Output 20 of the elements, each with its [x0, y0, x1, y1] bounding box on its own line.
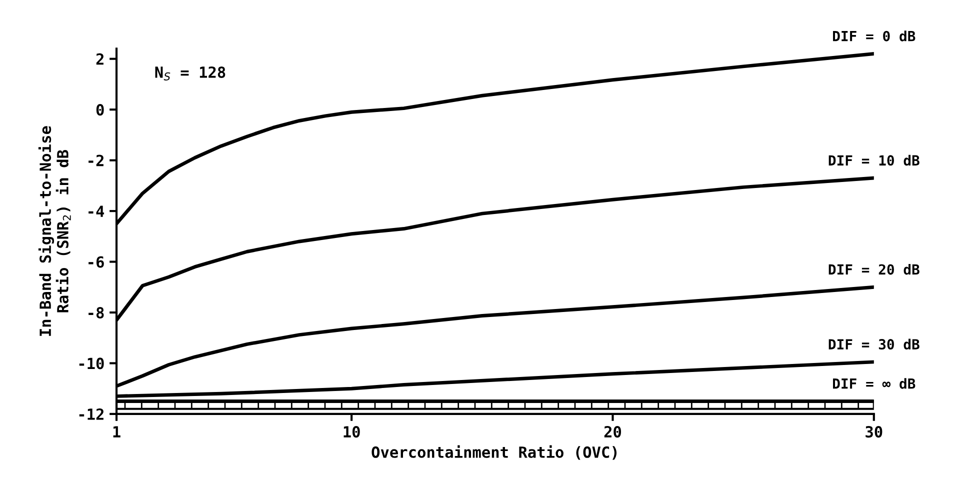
x-tick-label: 10	[344, 426, 360, 438]
x-tick-label: 20	[604, 426, 622, 438]
series-label: DIF = ∞ dB	[833, 378, 916, 389]
series-label: DIF = 0 dB	[833, 30, 916, 42]
series-label: DIF = 20 dB	[828, 264, 920, 275]
annotation: N$_{S}$ = 128	[155, 66, 226, 80]
y-tick-label: -10	[79, 358, 104, 370]
y-tick-label: -6	[88, 256, 104, 268]
series-label: DIF = 10 dB	[828, 154, 920, 166]
series-label: DIF = 30 dB	[828, 338, 920, 350]
y-tick-label: 0	[96, 104, 104, 116]
y-tick-label: -2	[88, 154, 104, 166]
y-tick-label: 2	[96, 53, 104, 65]
x-axis-title: Overcontainment Ratio (OVC)	[372, 445, 617, 460]
x-tick-label: 30	[866, 426, 882, 438]
x-tick-label: 1	[113, 426, 120, 438]
y-tick-label: -12	[79, 408, 104, 420]
y-tick-label: -8	[88, 306, 104, 319]
y-tick-label: -4	[88, 206, 104, 217]
y-axis-title: In-Band Signal-to-Noise Ratio (SNR$_{2}$) in dB	[38, 126, 71, 336]
